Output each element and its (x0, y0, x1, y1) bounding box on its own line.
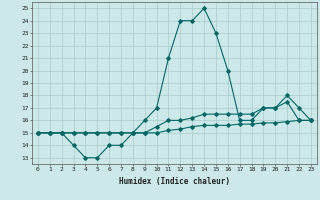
X-axis label: Humidex (Indice chaleur): Humidex (Indice chaleur) (119, 177, 230, 186)
